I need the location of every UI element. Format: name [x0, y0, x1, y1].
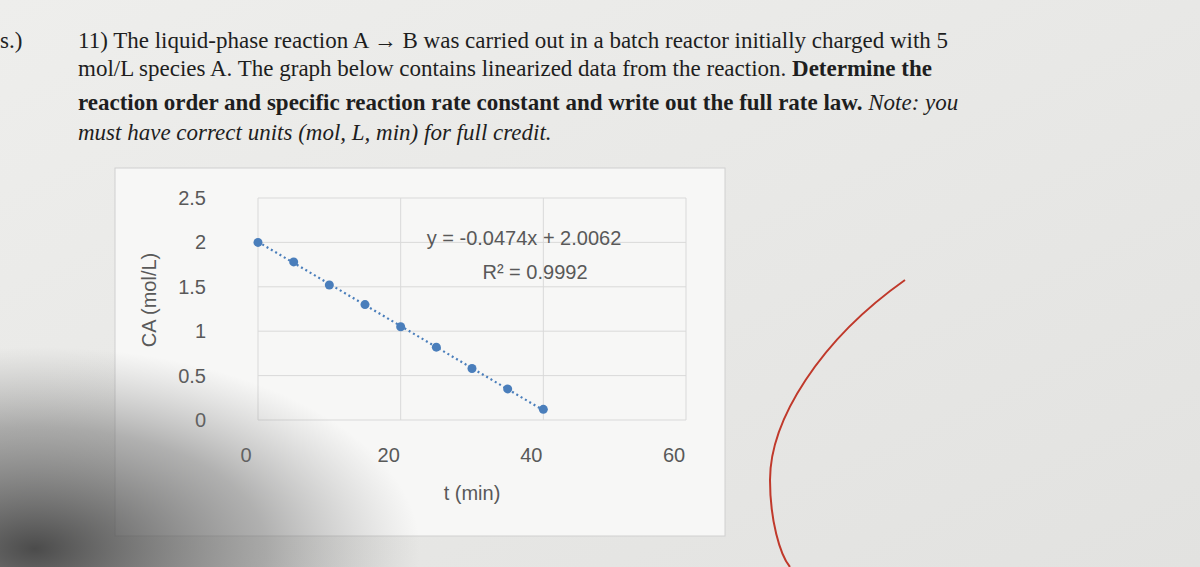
photo-shadow	[0, 200, 700, 567]
question-segment: reaction order and specific reaction rat…	[78, 90, 868, 115]
question-line: must have correct units (mol, L, min) fo…	[78, 120, 552, 145]
question-segment: mol/L species A. The graph below contain…	[78, 56, 792, 81]
problem-points: s.)	[0, 28, 22, 53]
question-line: 11) The liquid-phase reaction A → B was …	[78, 28, 948, 53]
question-line: reaction order and specific reaction rat…	[78, 90, 958, 115]
grid-line	[258, 198, 686, 199]
question-line: mol/L species A. The graph below contain…	[78, 56, 932, 81]
pen-mark	[770, 280, 905, 567]
question-segment: must have correct units (mol, L, min) fo…	[78, 120, 552, 145]
question-segment: Note: you	[867, 90, 958, 115]
page: s.) 11) The liquid-phase reaction A → B w…	[0, 0, 1200, 567]
paper	[0, 0, 1200, 567]
question-segment: Determine the	[792, 56, 932, 81]
question-segment: 11) The liquid-phase reaction A → B was …	[78, 28, 948, 53]
